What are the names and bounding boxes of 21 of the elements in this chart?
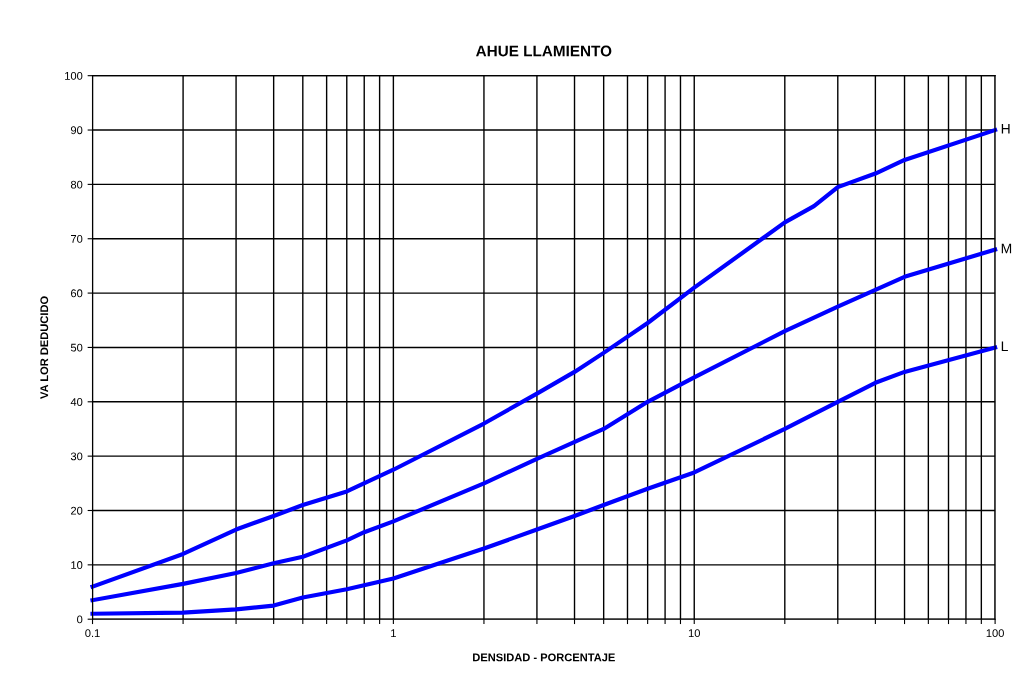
y-tick-label: 70 — [71, 235, 83, 243]
y-tick-label: 80 — [70, 180, 83, 189]
series-label: L — [1001, 341, 1008, 352]
series-label: M — [1001, 243, 1012, 254]
y-tick-label: 40 — [70, 398, 83, 406]
series-label: H — [1001, 124, 1010, 134]
y-axis-title: VA LOR DEDUCIDO — [40, 296, 49, 399]
x-tick-label: 10 — [688, 629, 700, 638]
x-tick-label: 0.1 — [85, 629, 100, 638]
y-tick-label: 0 — [77, 615, 83, 624]
x-tick-label: 100 — [986, 629, 1004, 638]
y-tick-label: 60 — [71, 289, 83, 298]
y-tick-label: 90 — [70, 126, 83, 135]
y-tick-label: 30 — [70, 452, 83, 461]
y-tick-label: 100 — [65, 71, 83, 80]
y-tick-label: 20 — [71, 506, 83, 515]
x-axis-title: DENSIDAD - PORCENTAJE — [473, 653, 615, 662]
chart-title: AHUE LLAMIENTO — [476, 45, 612, 57]
y-tick-label: 50 — [70, 343, 83, 352]
y-tick-label: 10 — [71, 561, 83, 569]
x-tick-label: 1 — [391, 629, 396, 637]
